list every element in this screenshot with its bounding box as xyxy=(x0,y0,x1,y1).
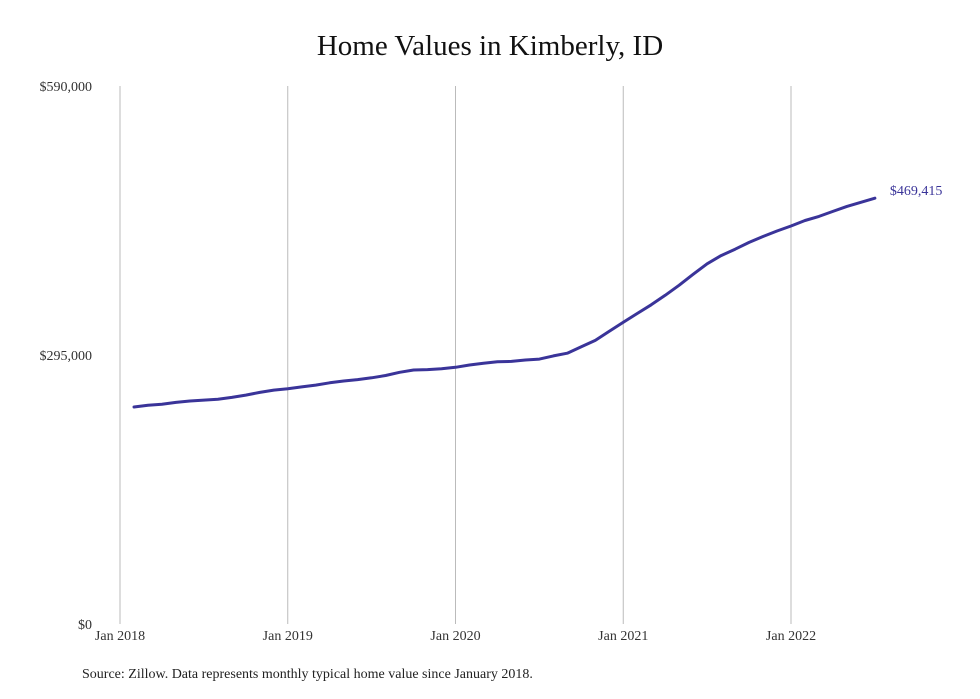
y-tick-label: $590,000 xyxy=(40,80,93,95)
vertical-gridlines xyxy=(119,86,792,624)
latest-value-label: $469,415 xyxy=(890,184,943,199)
x-axis-tick-labels: Jan 2018 Jan 2019 Jan 2020 Jan 2021 Jan 2022 xyxy=(95,629,816,644)
y-axis-tick-labels: $0 $295,000 $590,000 xyxy=(40,80,93,633)
source-note: Source: Zillow. Data represents monthly … xyxy=(82,667,533,682)
y-tick-label: $0 xyxy=(78,618,92,633)
x-tick-label: Jan 2020 xyxy=(430,629,480,644)
x-tick-label: Jan 2022 xyxy=(766,629,816,644)
line-chart: $0$295,000$590,000 Jan 2018 Jan 2019 Jan 2… xyxy=(40,80,943,644)
home-value-line xyxy=(132,196,877,409)
x-tick-label: Jan 2019 xyxy=(263,629,313,644)
x-tick-label: Jan 2021 xyxy=(598,629,648,644)
x-tick-label: Jan 2018 xyxy=(95,629,145,644)
chart-title: Home Values in Kimberly, ID xyxy=(316,30,664,62)
y-tick-label: $295,000 xyxy=(40,349,93,364)
